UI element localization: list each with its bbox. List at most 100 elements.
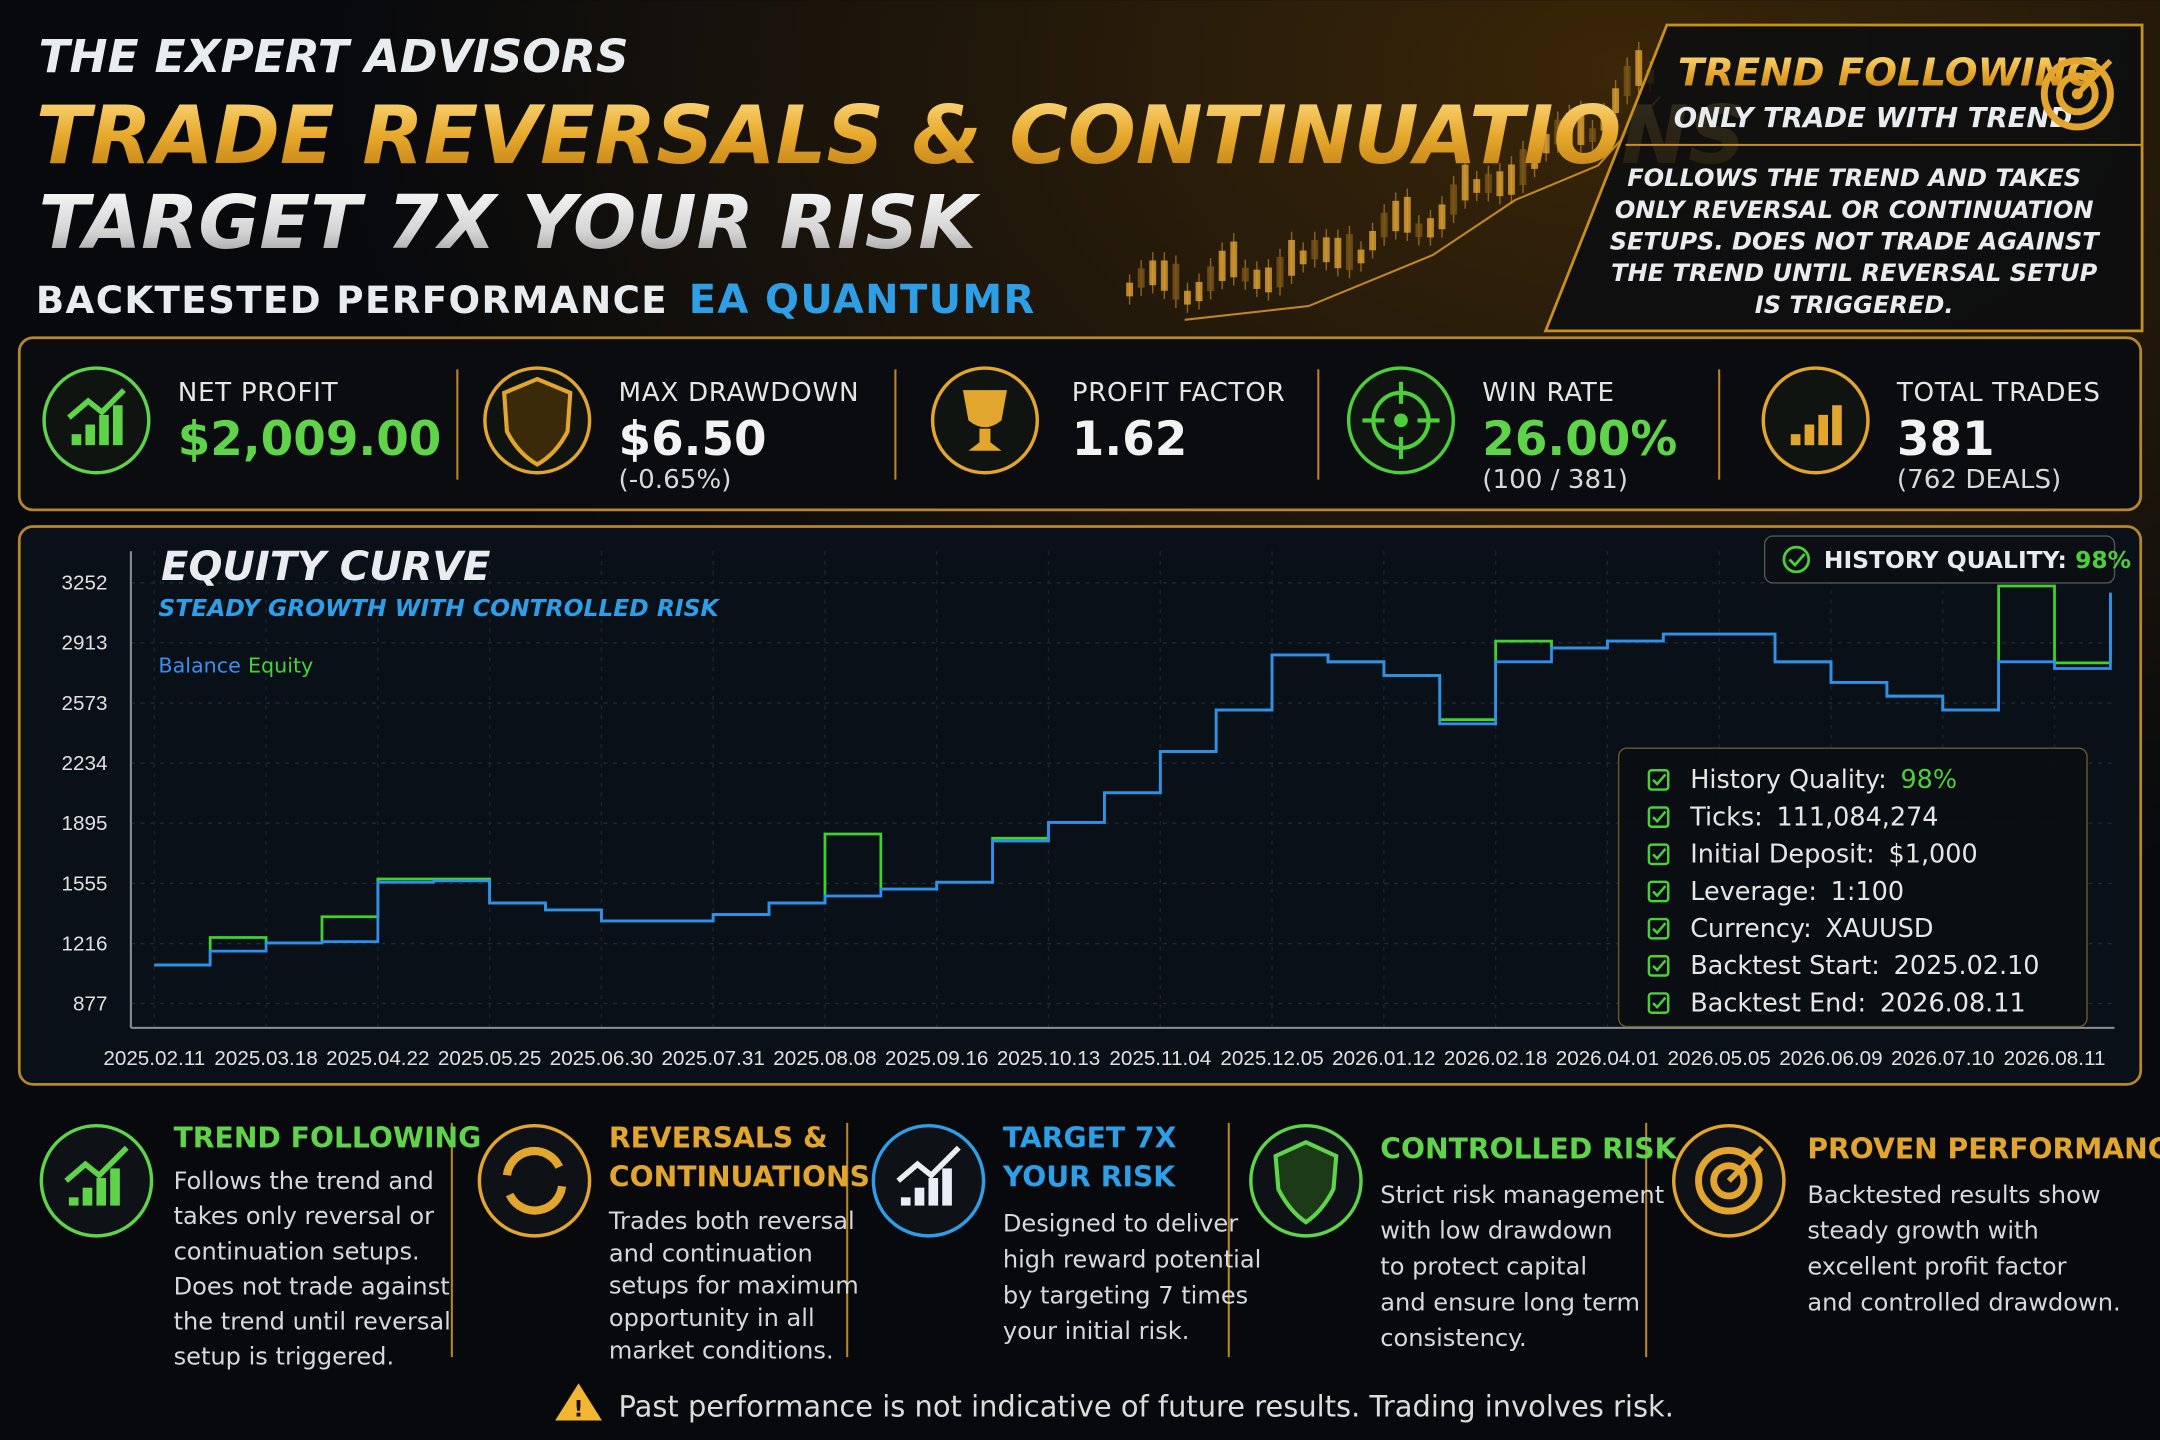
info-label: Ticks: xyxy=(1689,802,1762,832)
icon-cross xyxy=(1362,381,1440,459)
stat-label: MAX DRAWDOWN xyxy=(619,378,860,408)
info-label: Currency: xyxy=(1690,914,1811,944)
decor-candle xyxy=(1160,260,1168,291)
card-title: CONTINUATIONS xyxy=(609,1160,870,1193)
info-row: Currency: XAUUSD xyxy=(1690,914,1933,944)
stat-value: $6.50 xyxy=(619,413,767,467)
decor-line xyxy=(1184,95,1661,321)
icon-bar xyxy=(942,1168,952,1206)
decor-candle xyxy=(1299,250,1307,265)
card-body: continuation setups. xyxy=(174,1237,420,1265)
panel-title: TREND FOLLOWING xyxy=(1678,51,2099,96)
card-body: consistency. xyxy=(1380,1324,1526,1352)
info-value: 98% xyxy=(1900,765,1957,795)
stats: NET PROFIT $2,009.00 MAX DRAWDOWN $6.50(-0.… xyxy=(42,366,2100,495)
info-row: Initial Deposit: $1,000 xyxy=(1690,840,1977,870)
decor-candle xyxy=(1519,149,1527,185)
decor-candle xyxy=(1484,173,1492,194)
chart-title: EQUITY CURVE xyxy=(161,544,490,590)
info-label: Backtest Start: xyxy=(1690,951,1880,981)
equity-chart: 877 1216 1555 1895 2234 2573 2913 3252 2025.02.1… xyxy=(61,551,2115,1070)
decor-candles xyxy=(1126,41,1661,321)
info-value: $1,000 xyxy=(1889,840,1978,870)
badge-check xyxy=(1788,553,1806,568)
x-tick-label: 2025.08.08 xyxy=(773,1047,876,1070)
info-label: History Quality: xyxy=(1690,765,1886,795)
icon-bar xyxy=(71,434,82,446)
icon-bar xyxy=(85,424,96,446)
check-box xyxy=(1647,769,1670,791)
info-row: Ticks: 111,084,274 xyxy=(1689,802,1938,832)
decor-candle xyxy=(1276,257,1284,288)
decor-candle xyxy=(1589,128,1596,143)
card-body: opportunity in all xyxy=(609,1304,815,1332)
decor-candle xyxy=(1126,282,1134,297)
decor-candle xyxy=(1565,113,1573,144)
warning-icon xyxy=(555,1383,602,1421)
section-title: BACKTESTED PERFORMANCE xyxy=(36,278,668,322)
stat-value: 381 xyxy=(1897,413,1995,467)
decor-candle xyxy=(1554,119,1562,145)
chart-subtitle: STEADY GROWTH WITH CONTROLLED RISK xyxy=(158,594,720,622)
panel-line: SETUPS. DOES NOT TRADE AGAINST xyxy=(1610,228,2102,256)
decor-candle xyxy=(1427,218,1434,238)
check-mark xyxy=(1652,885,1667,898)
panel-line: IS TRIGGERED. xyxy=(1755,291,1954,319)
info-value: XAUUSD xyxy=(1826,914,1934,944)
icon-ring xyxy=(1695,1147,1763,1215)
x-tick-label: 2025.05.25 xyxy=(438,1047,541,1070)
card-body: Does not trade against xyxy=(174,1272,450,1300)
icon-bar xyxy=(112,405,123,446)
legend-balance: Balance xyxy=(158,653,240,677)
check-box xyxy=(1647,880,1670,903)
legend-equity: Equity xyxy=(248,653,313,677)
decor-candle xyxy=(1392,200,1400,232)
stat-value: 26.00% xyxy=(1482,413,1677,467)
x-tick-label: 2026.05.05 xyxy=(1667,1047,1770,1070)
info-value: 111,084,274 xyxy=(1776,802,1938,832)
card-title: YOUR RISK xyxy=(1002,1160,1176,1193)
check-box xyxy=(1647,992,1670,1014)
decor-candle xyxy=(1149,260,1157,286)
info-value: 2026.08.11 xyxy=(1880,988,2026,1018)
y-tick-label: 2913 xyxy=(61,632,107,655)
icon-bar xyxy=(900,1197,911,1206)
card-body: Designed to deliver xyxy=(1003,1210,1238,1238)
panel-line: THE TREND UNTIL REVERSAL SETUP xyxy=(1611,259,2098,287)
icon-bar xyxy=(82,1187,93,1206)
x-tick-label: 2025.06.30 xyxy=(550,1047,653,1070)
icon-arrow xyxy=(64,1145,129,1183)
card-body: and controlled drawdown. xyxy=(1807,1288,2120,1316)
x-tick-label: 2026.01.12 xyxy=(1332,1047,1435,1070)
card-title: REVERSALS & xyxy=(609,1122,828,1155)
icon-bar xyxy=(1832,405,1842,446)
decor-candle xyxy=(1635,50,1643,86)
quality-badge xyxy=(1763,535,2116,584)
decor-candle xyxy=(1496,171,1504,197)
chart-box xyxy=(17,525,2143,1086)
decor-candle xyxy=(1322,237,1330,263)
check-mark xyxy=(1652,922,1667,935)
icon-arrow xyxy=(896,1145,961,1183)
check-mark xyxy=(1652,959,1667,972)
decor-candle xyxy=(1600,111,1608,131)
x-tick-label: 2026.08.11 xyxy=(2004,1047,2106,1070)
decor-candle xyxy=(1346,234,1353,270)
card-body: setups for maximum xyxy=(609,1272,859,1300)
stat-label: NET PROFIT xyxy=(178,378,339,408)
decor-candle xyxy=(1195,281,1203,302)
disclaimer: Past performance is not indicative of fu… xyxy=(619,1389,1674,1423)
check-mark xyxy=(1652,996,1667,1010)
badge-label: HISTORY QUALITY: 98% xyxy=(1824,546,2131,574)
icon-bar xyxy=(68,1197,79,1206)
icon-ring xyxy=(1710,1162,1748,1200)
card-icon xyxy=(477,1123,592,1238)
decor-candle xyxy=(1311,240,1319,260)
decor-candle xyxy=(1184,290,1191,305)
card-body: to protect capital xyxy=(1380,1252,1587,1280)
x-tick-label: 2025.12.05 xyxy=(1220,1047,1323,1070)
check-mark xyxy=(1652,810,1667,824)
decor-candle xyxy=(1623,65,1631,97)
info-box xyxy=(1617,747,2088,1028)
card-body: and continuation xyxy=(609,1239,813,1267)
